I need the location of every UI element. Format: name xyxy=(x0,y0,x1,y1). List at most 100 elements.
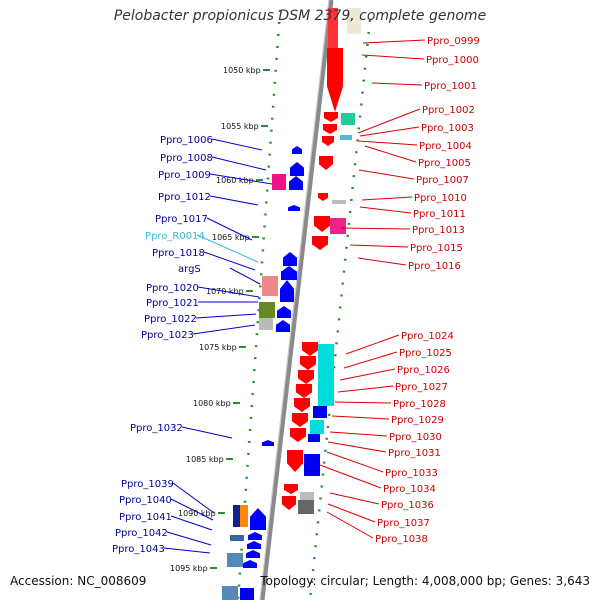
right-gene-label: Ppro_1005 xyxy=(418,158,471,169)
gene-block xyxy=(240,588,254,600)
left-gene-label: Ppro_1009 xyxy=(158,170,211,181)
right-gene-label: Ppro_1007 xyxy=(416,175,469,186)
right-gene-label: Ppro_1001 xyxy=(424,81,477,92)
reverse-gene-arrow xyxy=(290,162,304,176)
forward-gene-arrow xyxy=(312,236,328,250)
reverse-gene-arrow xyxy=(280,280,294,302)
right-gene-label: Ppro_1029 xyxy=(391,415,444,426)
kbp-tick-label: 1055 kbp xyxy=(221,122,259,131)
right-gene-label: Ppro_1031 xyxy=(388,448,441,459)
right-gene-label: Ppro_1011 xyxy=(413,209,466,220)
kbp-tick-label: 1075 kbp xyxy=(199,343,237,352)
kbp-tick-label: 1090 kbp xyxy=(178,509,216,518)
gene-layer xyxy=(222,8,361,600)
right-leader-line xyxy=(340,227,411,230)
reverse-gene-arrow xyxy=(292,146,302,154)
left-leader-line xyxy=(203,251,256,271)
gene-block xyxy=(300,492,314,502)
right-gene-label: Ppro_1034 xyxy=(383,484,436,495)
right-gene-label: Ppro_1025 xyxy=(399,348,452,359)
forward-gene-arrow xyxy=(327,48,343,112)
right-gene-label: Ppro_1028 xyxy=(393,399,446,410)
backbone-layer xyxy=(259,0,334,600)
kbp-tick-label: 1060 kbp xyxy=(216,176,254,185)
reverse-gene-arrow xyxy=(248,532,262,540)
forward-gene xyxy=(328,8,338,48)
right-leader-line xyxy=(327,441,387,453)
forward-gene-arrow xyxy=(296,384,312,398)
left-leader-line xyxy=(211,138,263,151)
left-gene-label: argS xyxy=(178,264,201,275)
left-leader-line xyxy=(172,482,215,514)
left-leader-line xyxy=(211,156,267,171)
gene-block xyxy=(227,553,243,567)
gene-block xyxy=(259,318,273,330)
right-gene-label: Ppro_1038 xyxy=(375,534,428,545)
left-leader-line xyxy=(206,217,253,241)
right-gene-label: Ppro_1013 xyxy=(412,225,465,236)
forward-gene-arrow xyxy=(302,342,318,356)
forward-gene-arrow xyxy=(319,156,333,170)
left-leader-line xyxy=(209,195,259,206)
reverse-gene-arrow xyxy=(247,541,261,549)
left-leader-line xyxy=(170,498,214,521)
right-gene-label: Ppro_1004 xyxy=(419,141,472,152)
right-leader-line xyxy=(359,126,420,137)
forward-gene-arrow xyxy=(300,356,316,370)
forward-gene-arrow xyxy=(324,112,338,122)
right-leader-line xyxy=(339,368,396,381)
right-gene-label: Ppro_1037 xyxy=(377,518,430,529)
kbp-tick-label: 1050 kbp xyxy=(223,66,261,75)
reverse-gene-arrow xyxy=(289,176,303,190)
right-leader-line xyxy=(362,39,426,44)
kbp-tick-label: 1080 kbp xyxy=(193,399,231,408)
right-gene-label: Ppro_1026 xyxy=(397,365,450,376)
left-leader-line xyxy=(170,515,213,531)
reverse-gene-arrow xyxy=(288,205,300,211)
inner-left-rail xyxy=(236,9,282,600)
accession-text: Accession: NC_008609 xyxy=(10,574,147,588)
genome-summary-text: Topology: circular; Length: 4,008,000 bp… xyxy=(260,574,590,588)
right-gene-label: Ppro_1036 xyxy=(381,500,434,511)
kbp-tick-label: 1065 kbp xyxy=(212,233,250,242)
inner-right-rail xyxy=(308,19,372,600)
gene-block xyxy=(259,302,275,318)
right-leader-line xyxy=(337,385,394,393)
gene-block xyxy=(310,420,324,434)
left-leader-line xyxy=(163,547,211,554)
right-leader-line xyxy=(327,503,376,523)
right-gene-label: Ppro_1024 xyxy=(401,331,454,342)
reverse-gene-arrow xyxy=(243,560,257,568)
gene-block xyxy=(313,406,327,418)
left-gene-label: Ppro_1020 xyxy=(146,283,199,294)
gene-block xyxy=(318,344,334,406)
leader-line-layer xyxy=(163,39,426,554)
right-leader-line xyxy=(364,145,417,163)
map-title: Pelobacter propionicus DSM 2379, complet… xyxy=(113,8,487,24)
left-leader-line xyxy=(209,173,273,185)
left-leader-line xyxy=(197,286,260,298)
right-gene-label: Ppro_1002 xyxy=(422,105,475,116)
gene-block xyxy=(272,174,286,190)
right-leader-line xyxy=(331,415,390,420)
right-leader-line xyxy=(371,82,423,86)
left-gene-label: Ppro_1043 xyxy=(112,544,165,555)
gene-block xyxy=(347,8,361,34)
gene-block xyxy=(308,434,320,442)
right-gene-label: Ppro_0999 xyxy=(427,36,480,47)
right-leader-line xyxy=(345,334,400,355)
forward-gene-arrow xyxy=(282,496,296,510)
right-leader-line xyxy=(326,511,374,539)
right-leader-line xyxy=(358,169,415,180)
right-leader-line xyxy=(329,492,380,505)
right-leader-line xyxy=(361,196,413,201)
gene-block xyxy=(230,535,244,541)
left-leader-line xyxy=(195,313,257,319)
forward-gene-arrow xyxy=(323,124,337,134)
right-leader-line xyxy=(326,451,384,473)
genome-backbone xyxy=(259,0,334,600)
kbp-tick-label: 1095 kbp xyxy=(170,564,208,573)
left-gene-label: Ppro_1032 xyxy=(130,423,183,434)
